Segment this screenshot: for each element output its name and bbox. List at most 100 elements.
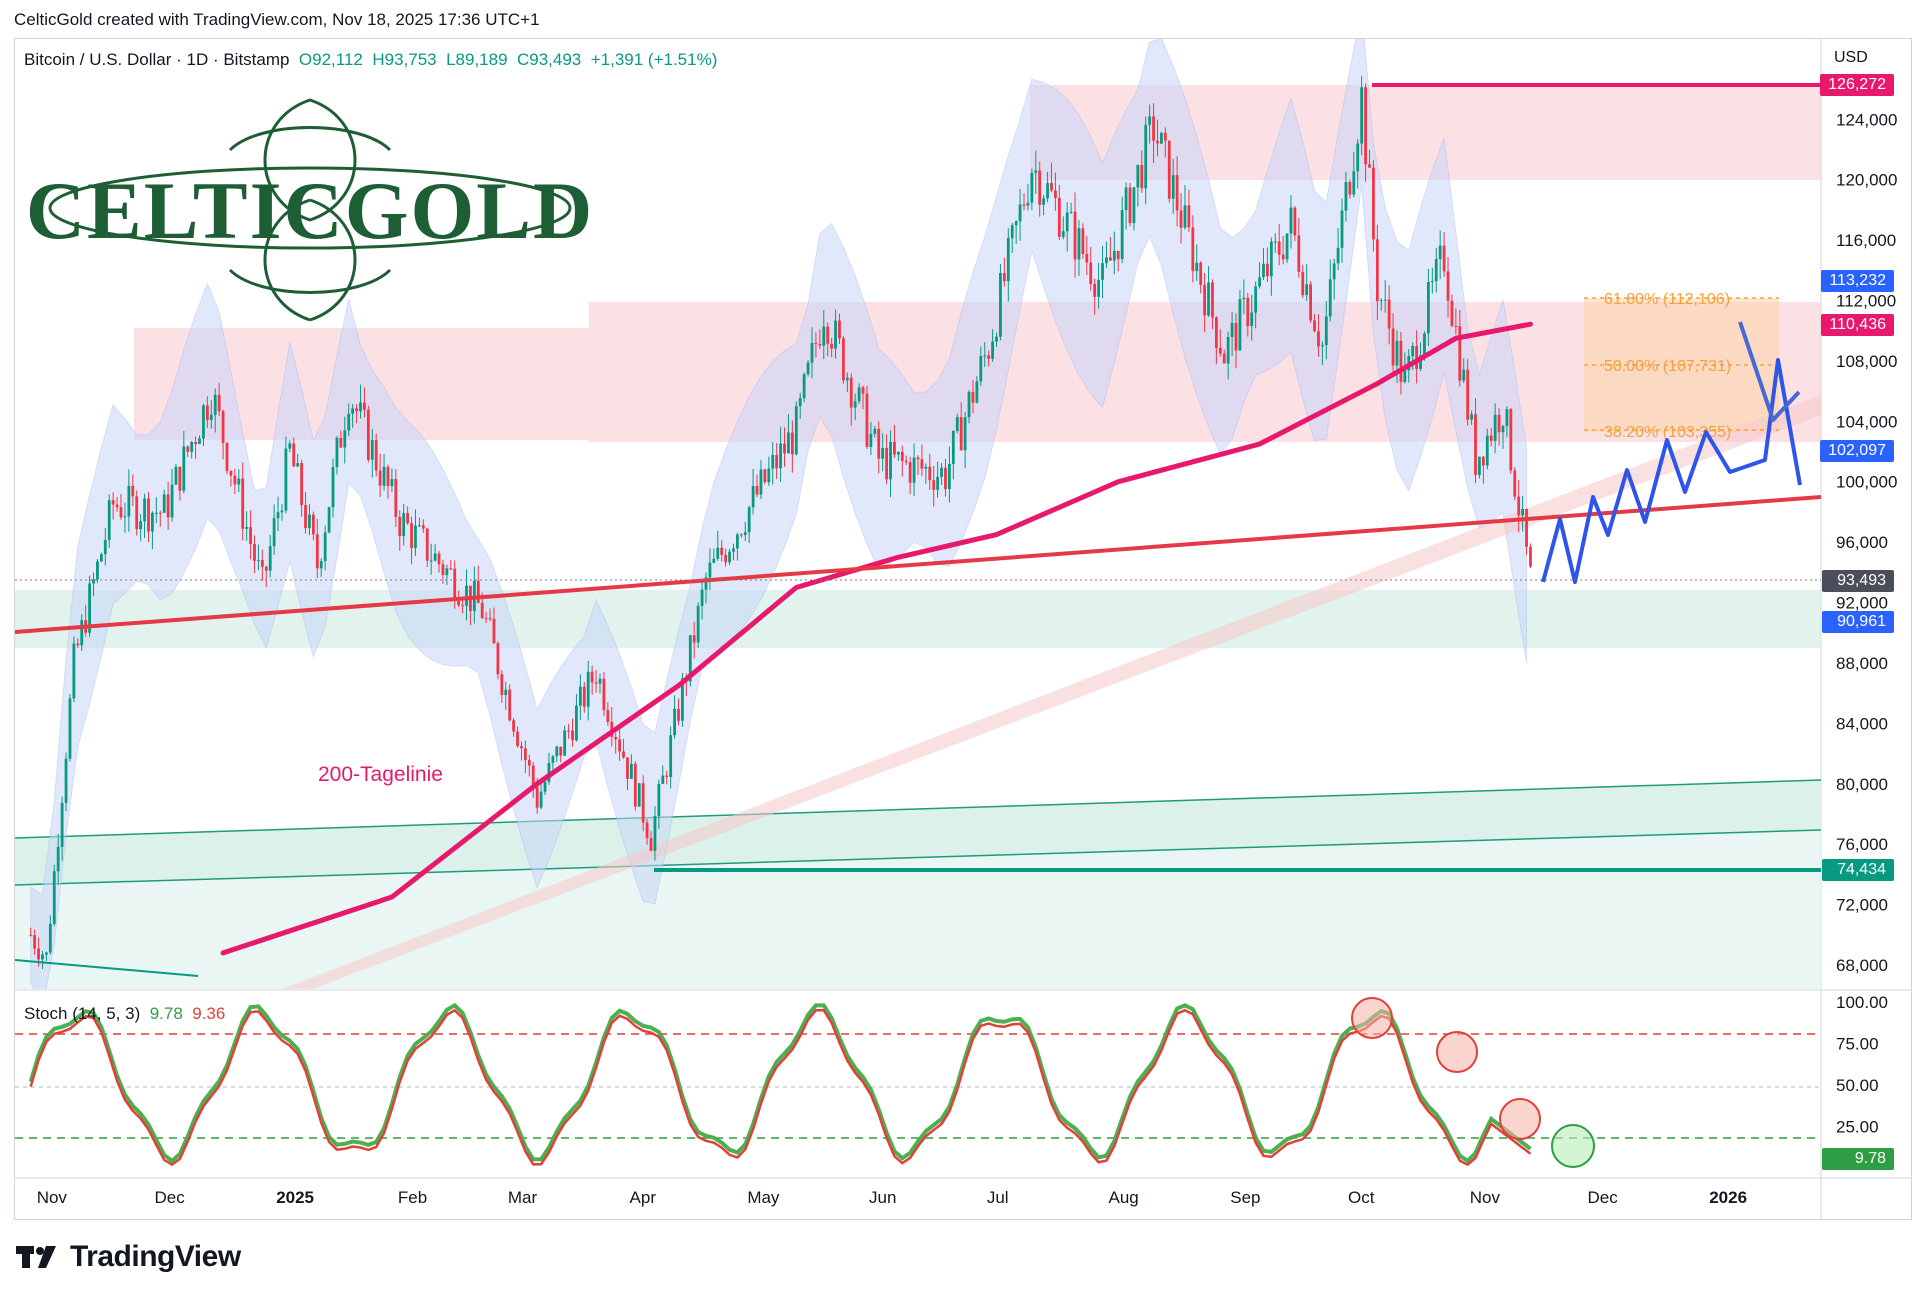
stoch-k-value: 9.78 xyxy=(149,1004,183,1023)
candle-body xyxy=(1470,414,1473,420)
ma200-annotation: 200-Tagelinie xyxy=(318,763,443,786)
stoch-circle-green xyxy=(1551,1124,1595,1168)
candle-body xyxy=(571,730,574,741)
candle-body xyxy=(52,871,56,924)
candle-body xyxy=(1438,245,1442,260)
candle-body xyxy=(932,480,936,490)
candle-body xyxy=(1014,221,1018,226)
candle-body xyxy=(1348,182,1352,195)
price-tag-90: 90,961 xyxy=(1822,611,1894,633)
candle-body xyxy=(1501,426,1505,433)
candle-body xyxy=(1379,300,1383,302)
stoch-axis-label: 50.00 xyxy=(1836,1076,1879,1095)
candle-body xyxy=(304,505,307,529)
stoch-circle-nov2 xyxy=(1499,1098,1541,1140)
candle-body xyxy=(88,583,91,633)
candle-body xyxy=(135,496,139,530)
price-axis-label: 108,000 xyxy=(1836,352,1897,371)
time-axis-label: May xyxy=(747,1188,780,1207)
chart-attribution: CelticGold created with TradingView.com,… xyxy=(14,10,540,29)
candle-body xyxy=(1415,345,1419,369)
candle-body xyxy=(1022,204,1026,206)
tradingview-footer[interactable]: TradingView xyxy=(16,1240,241,1274)
candle-body xyxy=(249,527,252,544)
candle-body xyxy=(1387,299,1391,329)
candle-body xyxy=(284,448,288,511)
candle-body xyxy=(716,547,720,559)
candle-body xyxy=(1085,254,1089,263)
candle-body xyxy=(924,466,928,469)
candle-body xyxy=(1277,241,1281,255)
price-axis-label: 72,000 xyxy=(1836,896,1888,915)
candle-body xyxy=(331,467,335,508)
candle-body xyxy=(182,446,186,491)
candle-body xyxy=(174,466,178,485)
candle-body xyxy=(987,355,991,359)
candle-body xyxy=(41,954,44,960)
candle-body xyxy=(335,437,339,468)
candle-body xyxy=(590,671,594,683)
candle-body xyxy=(1179,210,1183,228)
candle-body xyxy=(1089,262,1093,284)
ohlc-high: H93,753 xyxy=(372,50,437,69)
currency-label[interactable]: USD xyxy=(1834,49,1868,66)
candle-body xyxy=(257,560,260,562)
candle-body xyxy=(1313,320,1316,332)
stoch-legend[interactable]: Stoch (14, 5, 3) 9.78 9.36 xyxy=(24,1004,225,1024)
candle-body xyxy=(1509,409,1513,471)
candle-body xyxy=(1214,317,1218,348)
candle-body xyxy=(1006,238,1010,282)
candle-body xyxy=(959,417,963,451)
candle-body xyxy=(1167,140,1171,199)
candle-body xyxy=(1497,414,1501,433)
svg-text:CELTICGOLD: CELTICGOLD xyxy=(26,165,594,256)
candle-body xyxy=(492,618,496,644)
candle-body xyxy=(1140,164,1144,189)
candle-body xyxy=(205,405,209,420)
candle-body xyxy=(1073,211,1077,260)
candle-body xyxy=(1163,132,1167,141)
ohlc-low: L89,189 xyxy=(446,50,508,69)
candle-body xyxy=(1285,233,1289,260)
candle-body xyxy=(893,442,896,455)
candle-body xyxy=(1136,164,1140,188)
candle-body xyxy=(516,731,519,747)
time-axis-label: Aug xyxy=(1109,1188,1139,1207)
candle-body xyxy=(908,462,912,483)
candle-body xyxy=(417,525,421,527)
candle-body xyxy=(944,467,947,490)
candle-body xyxy=(999,272,1002,337)
candle-body xyxy=(626,757,629,779)
candle-body xyxy=(1191,227,1195,272)
candle-body xyxy=(1505,409,1509,427)
candle-body xyxy=(1454,325,1458,327)
candle-body xyxy=(810,342,814,363)
candle-body xyxy=(551,756,555,763)
symbol-legend[interactable]: Bitcoin / U.S. Dollar · 1D · Bitstamp O9… xyxy=(24,50,717,70)
candle-body xyxy=(1093,283,1097,297)
candle-body xyxy=(657,783,661,817)
candle-body xyxy=(665,775,669,777)
candle-body xyxy=(80,620,84,646)
candle-body xyxy=(229,470,233,476)
candle-body xyxy=(963,417,967,451)
candle-body xyxy=(614,736,618,740)
candle-body xyxy=(881,447,885,459)
candle-body xyxy=(1222,353,1226,364)
fib-label-618: 61.80% (112,106) xyxy=(1604,291,1730,308)
candle-body xyxy=(1156,140,1159,144)
candle-body xyxy=(1101,263,1104,280)
candle-body xyxy=(500,674,504,696)
candle-body xyxy=(1320,345,1324,347)
candle-body xyxy=(288,443,292,449)
candle-body xyxy=(661,775,665,784)
candle-body xyxy=(1446,271,1450,301)
candle-body xyxy=(202,405,205,439)
price-tag-last: 93,493 xyxy=(1822,570,1894,592)
time-axis-label: Dec xyxy=(154,1188,185,1207)
price-tag-top: 126,272 xyxy=(1820,74,1894,96)
candle-body xyxy=(1046,183,1049,199)
candle-body xyxy=(343,430,347,448)
candle-body xyxy=(410,523,413,549)
